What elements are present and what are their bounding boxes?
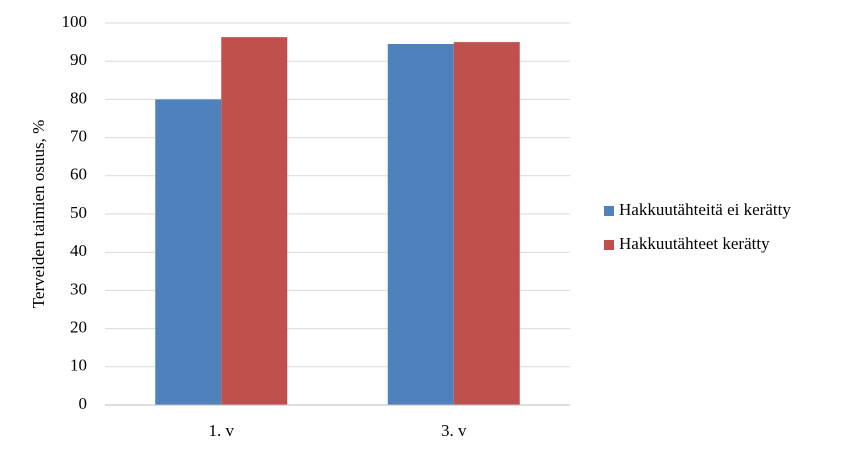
legend-swatch bbox=[604, 240, 614, 250]
y-axis-title: Terveiden taimien osuus, % bbox=[29, 120, 48, 309]
legend-label: Hakkuutähteitä ei kerätty bbox=[619, 200, 791, 219]
y-tick-label: 80 bbox=[70, 88, 87, 107]
y-tick-label: 60 bbox=[70, 165, 87, 184]
y-tick-label: 30 bbox=[70, 279, 87, 298]
y-tick-label: 40 bbox=[70, 241, 87, 260]
bar bbox=[155, 99, 222, 406]
legend-label: Hakkuutähteet kerätty bbox=[619, 234, 770, 253]
y-tick-label: 70 bbox=[70, 127, 87, 146]
bar bbox=[221, 37, 288, 405]
y-tick-label: 90 bbox=[70, 50, 87, 69]
bar bbox=[387, 44, 454, 405]
y-tick-label: 0 bbox=[79, 394, 88, 413]
legend-swatch bbox=[604, 206, 614, 216]
y-tick-label: 50 bbox=[70, 203, 87, 222]
x-tick-label: 3. v bbox=[441, 421, 467, 440]
y-tick-label: 20 bbox=[70, 318, 87, 337]
y-tick-label: 10 bbox=[70, 356, 87, 375]
x-tick-label: 1. v bbox=[209, 421, 235, 440]
y-tick-label: 100 bbox=[62, 12, 88, 31]
bar bbox=[453, 42, 520, 405]
